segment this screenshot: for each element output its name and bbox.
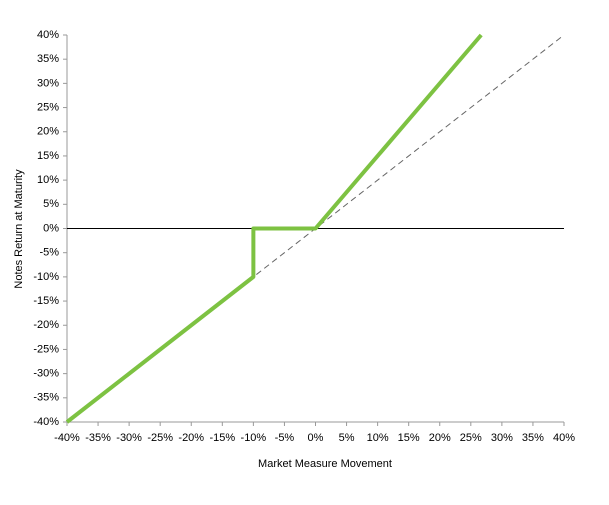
y-tick-label: -40% (33, 416, 59, 428)
y-tick-label: 35% (37, 53, 59, 65)
y-tick-label: -15% (33, 295, 59, 307)
x-tick-label: -35% (85, 432, 111, 444)
x-tick-label: -10% (241, 432, 267, 444)
y-tick-label: -35% (33, 392, 59, 404)
x-tick-label: -30% (116, 432, 142, 444)
y-tick-label: -5% (39, 247, 59, 259)
y-tick-label: 30% (37, 77, 59, 89)
x-tick-label: 0% (308, 432, 324, 444)
y-tick-label: -10% (33, 271, 59, 283)
x-tick-label: 20% (429, 432, 451, 444)
y-tick-label: 0% (43, 222, 59, 234)
payoff-line (65, 33, 483, 424)
x-tick-label: 5% (339, 432, 355, 444)
y-tick-label: 10% (37, 174, 59, 186)
x-tick-label: 10% (367, 432, 389, 444)
x-tick-label: 40% (553, 432, 575, 444)
y-tick-label: 15% (37, 150, 59, 162)
x-tick-label: -15% (209, 432, 235, 444)
y-tick-label: 40% (37, 29, 59, 41)
y-tick-label: -30% (33, 368, 59, 380)
x-tick-label: -25% (147, 432, 173, 444)
y-tick-label: -20% (33, 319, 59, 331)
x-tick-label: 35% (522, 432, 544, 444)
x-axis-label: Market Measure Movement (258, 458, 392, 470)
y-tick-label: 20% (37, 126, 59, 138)
y-axis-label: Notes Return at Maturity (13, 169, 25, 289)
y-tick-label: 5% (43, 198, 59, 210)
y-tick-label: 25% (37, 101, 59, 113)
x-tick-label: 25% (460, 432, 482, 444)
x-tick-label: -40% (54, 432, 80, 444)
x-tick-label: -5% (275, 432, 295, 444)
x-tick-label: 30% (491, 432, 513, 444)
y-tick-label: -25% (33, 343, 59, 355)
x-tick-label: 15% (398, 432, 420, 444)
x-tick-label: -20% (178, 432, 204, 444)
